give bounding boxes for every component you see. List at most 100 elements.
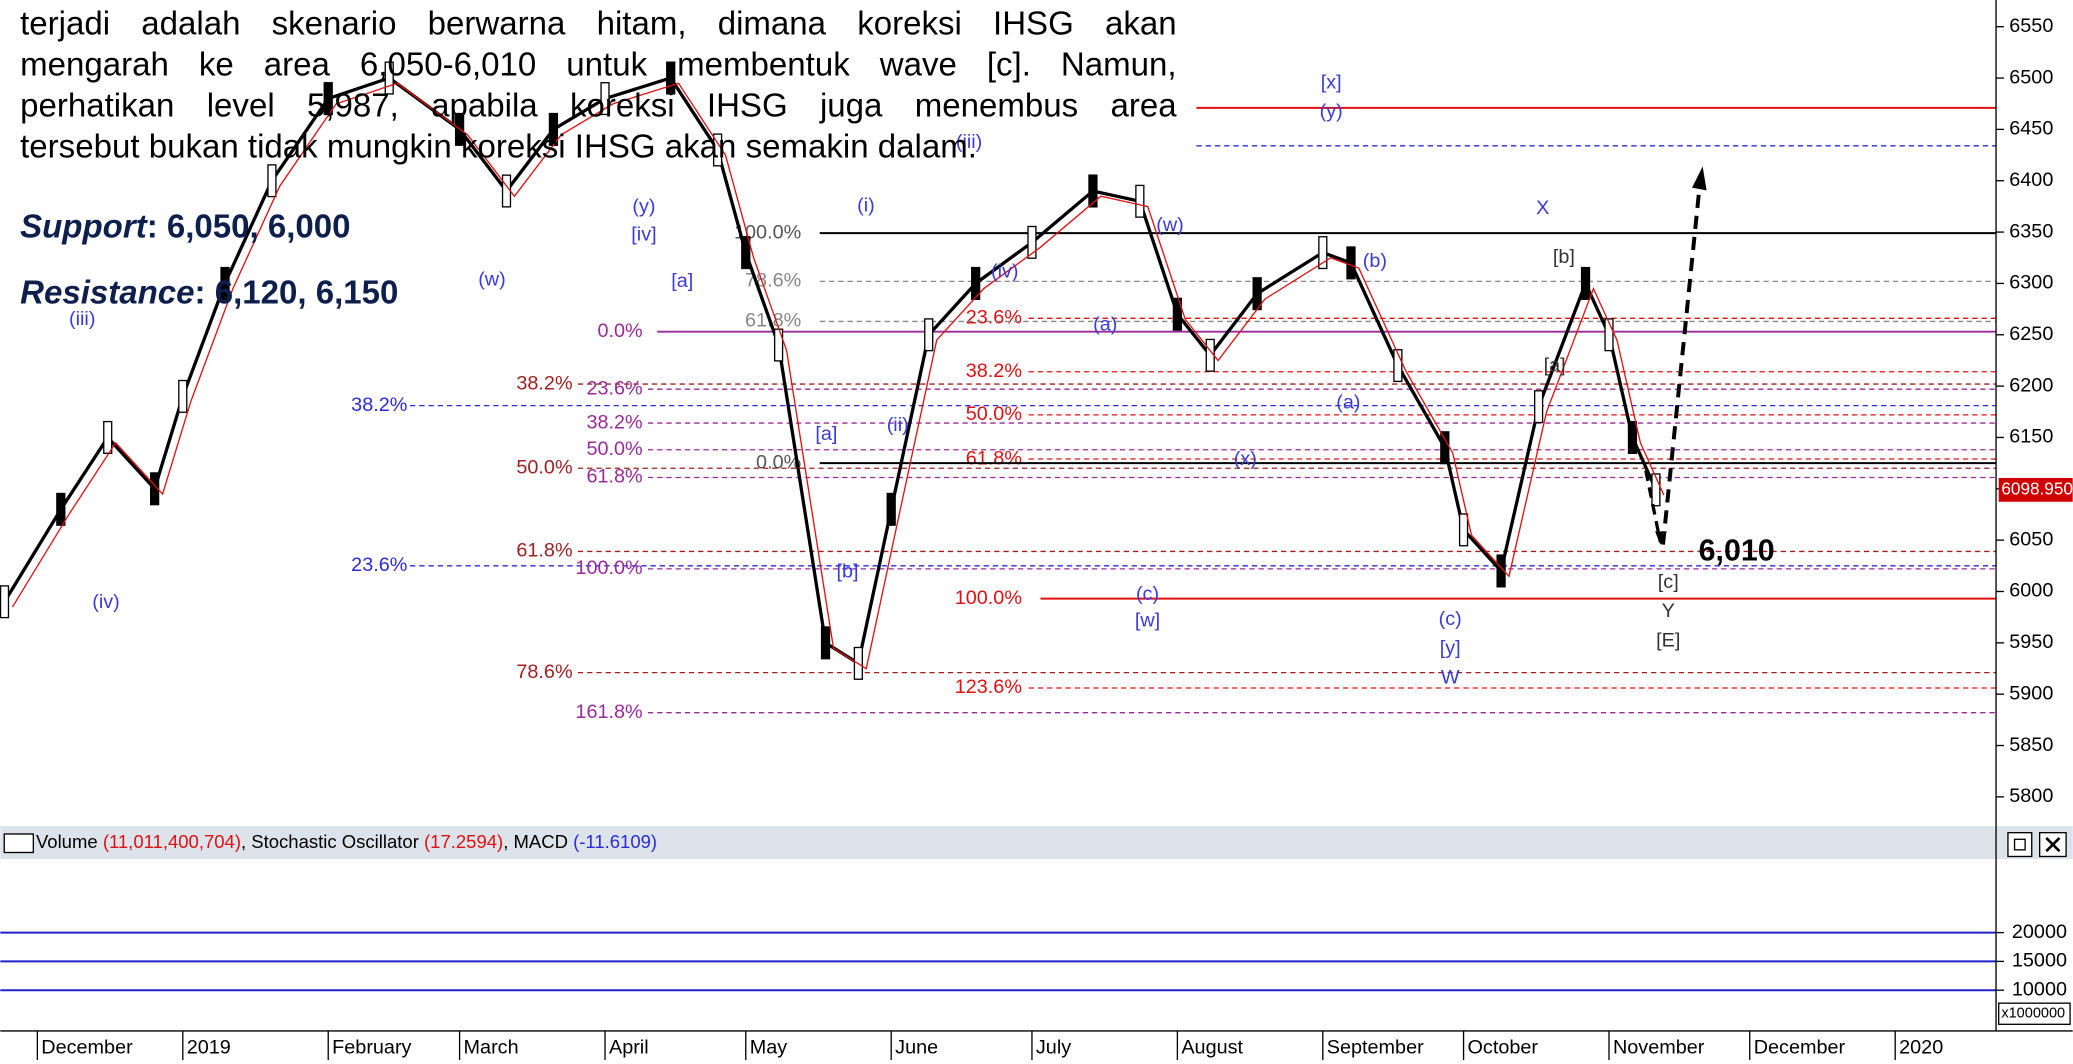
wave-label: (a) bbox=[1336, 391, 1360, 413]
wave-label: [y] bbox=[1440, 637, 1461, 659]
last-price-label: 6098.950 bbox=[2001, 478, 2073, 498]
moving-average bbox=[11, 82, 1665, 670]
wave-label: (iii) bbox=[69, 308, 95, 330]
wave-label: [a] bbox=[671, 270, 693, 292]
price-point bbox=[1027, 225, 1037, 259]
wave-label: (iv) bbox=[92, 591, 120, 613]
fib-label: 38.2% bbox=[586, 411, 642, 433]
fib-label: 100.0% bbox=[734, 221, 801, 243]
unit-box bbox=[1998, 1002, 2071, 1025]
wave-label: [a] bbox=[1544, 354, 1566, 376]
indicator-tick-label: 20000 bbox=[2012, 921, 2067, 943]
fib-label: 0.0% bbox=[597, 320, 642, 342]
wave-label: [w] bbox=[1135, 609, 1160, 631]
arrow-head bbox=[1692, 166, 1707, 191]
y-tick-label: 6550 bbox=[2009, 15, 2053, 37]
fib-label: 61.8% bbox=[586, 466, 642, 488]
price-point bbox=[1346, 246, 1356, 280]
wave-label: (w) bbox=[478, 268, 506, 290]
y-tick-label: 6000 bbox=[2009, 580, 2053, 602]
wave-label: (x) bbox=[1234, 448, 1257, 470]
paragraph-line: terjadi adalah skenario berwarna hitam, … bbox=[20, 5, 1177, 43]
price-point bbox=[924, 318, 934, 352]
wave-label: (c) bbox=[1136, 583, 1159, 605]
x-tick-label: December bbox=[1754, 1036, 1846, 1058]
paragraph-line: mengarah ke area 6,050-6,010 untuk membe… bbox=[20, 46, 1177, 84]
x-tick-label: June bbox=[895, 1036, 938, 1058]
wave-label: [iv] bbox=[631, 223, 656, 245]
y-tick-label: 6050 bbox=[2009, 528, 2053, 550]
price-point bbox=[1135, 184, 1145, 218]
maximize-button[interactable] bbox=[2007, 832, 2033, 858]
price-point bbox=[220, 266, 230, 300]
price-point bbox=[1580, 266, 1591, 300]
indicator-header: Volume (11,011,400,704), Stochastic Osci… bbox=[36, 831, 657, 852]
y-tick-label: 6300 bbox=[2009, 272, 2053, 294]
y-tick-label: 6250 bbox=[2009, 323, 2053, 345]
price-point bbox=[1205, 338, 1215, 372]
fib-label: 38.2% bbox=[351, 394, 407, 416]
price-point bbox=[666, 61, 676, 95]
x-tick-label: May bbox=[750, 1036, 788, 1058]
fib-label: 38.2% bbox=[516, 372, 572, 394]
price-point bbox=[886, 492, 896, 526]
price-point bbox=[267, 164, 277, 198]
y-tick-label: 6500 bbox=[2009, 66, 2053, 88]
fib-label: 23.6% bbox=[966, 307, 1022, 329]
wave-label: [b] bbox=[836, 561, 858, 583]
price-point bbox=[1604, 318, 1614, 352]
fib-label: 100.0% bbox=[575, 557, 642, 579]
y-tick-label: 6350 bbox=[2009, 220, 2053, 242]
price-point bbox=[1534, 390, 1544, 424]
y-tick-label: 5950 bbox=[2009, 631, 2053, 653]
arrow-down bbox=[1644, 470, 1662, 543]
wave-label: (y) bbox=[1320, 101, 1343, 123]
fib-label: 61.8% bbox=[745, 310, 801, 332]
header-part: (11,011,400,704) bbox=[103, 831, 241, 852]
x-tick-label: November bbox=[1613, 1036, 1705, 1058]
wave-label: (a) bbox=[1093, 313, 1117, 335]
fib-label: 38.2% bbox=[966, 360, 1022, 382]
last-price-box bbox=[1998, 477, 2073, 502]
header-part: Volume bbox=[36, 831, 103, 852]
wave-label: (y) bbox=[632, 196, 655, 218]
wave-label: (iii) bbox=[956, 131, 982, 153]
fib-label: 61.8% bbox=[516, 540, 572, 562]
fib-label: 123.6% bbox=[955, 676, 1022, 698]
fib-label: 50.0% bbox=[586, 438, 642, 460]
indicator-header-bar bbox=[0, 826, 2073, 860]
x-tick-label: February bbox=[332, 1036, 411, 1058]
close-icon bbox=[2045, 837, 2061, 853]
y-tick-label: 6450 bbox=[2009, 118, 2053, 140]
y-tick-label: 5850 bbox=[2009, 734, 2053, 756]
panel-icon bbox=[3, 833, 34, 854]
price-point bbox=[600, 82, 610, 116]
price-point bbox=[1172, 297, 1183, 331]
y-tick-label: 5900 bbox=[2009, 682, 2053, 704]
price-point bbox=[1651, 473, 1661, 507]
wave-label: (b) bbox=[1363, 250, 1387, 272]
price-point bbox=[741, 236, 751, 270]
wave-label: [b] bbox=[1553, 246, 1575, 268]
wave-label: (ii) bbox=[887, 414, 909, 436]
price-point bbox=[1627, 420, 1638, 454]
indicator-tick-label: 10000 bbox=[2012, 978, 2067, 1000]
price-point bbox=[384, 61, 394, 95]
x-tick-label: July bbox=[1036, 1036, 1071, 1058]
support-levels: : 6,050, 6,000 bbox=[147, 208, 351, 245]
target-label: 6,010 bbox=[1699, 534, 1775, 568]
x-tick-label: December bbox=[41, 1036, 133, 1058]
fib-label: 61.8% bbox=[966, 447, 1022, 469]
price-panel: 5800585059005950600060506100615062006250… bbox=[0, 15, 2073, 807]
fib-label: 161.8% bbox=[575, 701, 642, 723]
wave-label: [c] bbox=[1658, 571, 1679, 593]
price-point bbox=[1440, 431, 1450, 465]
arrow-up bbox=[1661, 182, 1702, 545]
header-part: , Stochastic Oscillator bbox=[241, 831, 424, 852]
maximize-icon bbox=[2013, 838, 2026, 851]
wave-label: (i) bbox=[857, 194, 875, 216]
x-tick-label: March bbox=[464, 1036, 519, 1058]
price-point bbox=[820, 626, 831, 660]
